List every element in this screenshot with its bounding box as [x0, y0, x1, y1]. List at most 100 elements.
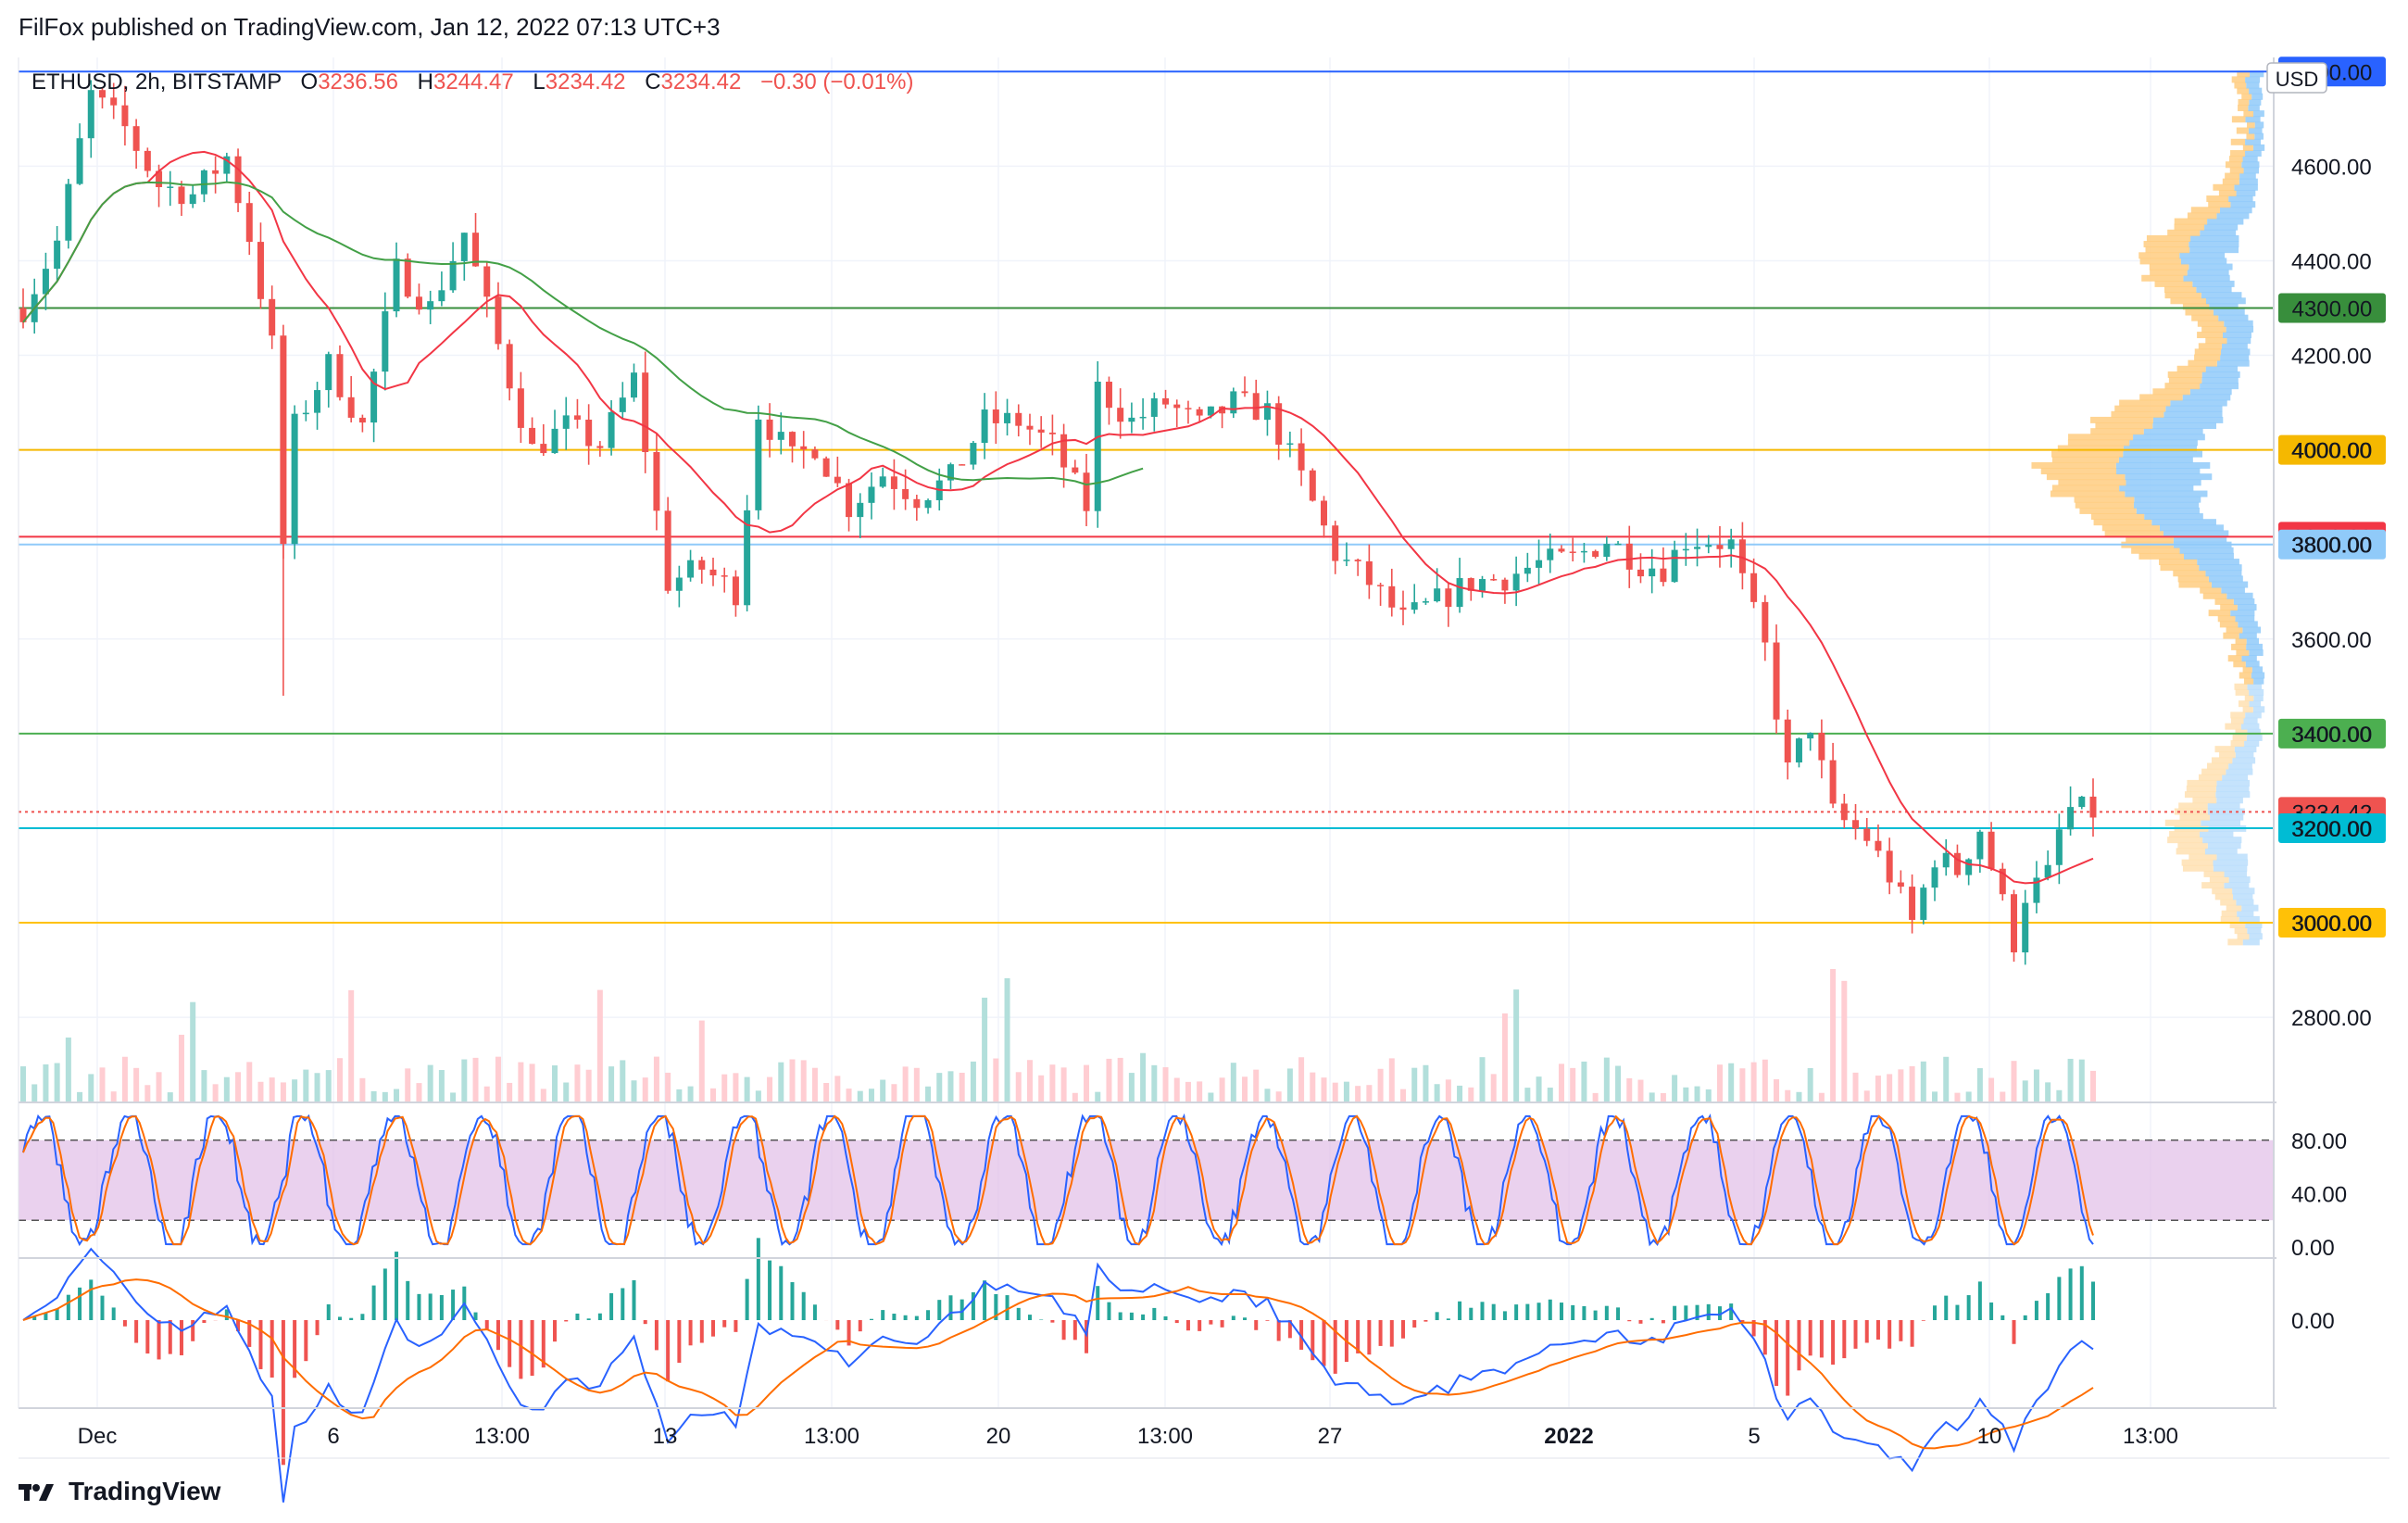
profile-bar — [2111, 410, 2164, 418]
macd-hist-bar — [406, 1280, 410, 1320]
volume-bar — [1513, 989, 1520, 1102]
profile-bar — [2237, 910, 2254, 917]
candle — [1094, 361, 1101, 528]
macd-hist-bar — [1864, 1320, 1869, 1343]
macd-hist-bar — [1299, 1320, 1304, 1350]
candle — [777, 412, 784, 455]
macd-hist-bar — [564, 1320, 569, 1322]
profile-bar — [2203, 870, 2225, 877]
candle-body — [393, 258, 400, 312]
candle-body — [2044, 864, 2051, 878]
macd-hist-bar — [1027, 1315, 1032, 1320]
volume-bar — [1536, 1076, 1542, 1102]
volume-bar — [540, 1089, 546, 1102]
horizontal-levels — [19, 70, 2274, 925]
macd-hist-bar — [1536, 1303, 1541, 1320]
profile-bar — [2227, 655, 2242, 662]
macd-hist-bar — [2091, 1281, 2095, 1320]
candle — [1784, 709, 1791, 780]
profile-bar — [2184, 552, 2234, 560]
candle-body — [1886, 850, 1893, 883]
profile-bar — [2151, 519, 2216, 526]
volume-bar — [631, 1080, 637, 1102]
macd-hist-bar — [881, 1310, 885, 1320]
candle — [234, 148, 242, 212]
candle-body — [811, 449, 819, 459]
volume-bar — [620, 1060, 626, 1102]
macd-hist-bar — [1751, 1320, 1756, 1337]
profile-bar — [2230, 201, 2256, 208]
candles[interactable] — [19, 80, 2097, 965]
profile-bar — [2178, 802, 2208, 810]
candle — [664, 497, 671, 594]
macd-hist-bar — [2046, 1292, 2051, 1320]
candle — [76, 123, 83, 185]
candle-body — [495, 296, 502, 345]
candle — [811, 446, 819, 460]
volume-bar — [1106, 1058, 1112, 1102]
macd-hist-bar — [519, 1320, 523, 1379]
volume-bar — [1603, 1057, 1610, 1102]
candle — [1241, 376, 1248, 397]
time-axis[interactable]: Dec 6 13:00 13 13:00 20 13:00 27 2022 5 10 13:00 — [78, 1424, 2178, 1449]
candle-body — [1478, 579, 1486, 591]
candle-body — [755, 419, 762, 510]
candle — [1614, 540, 1622, 546]
candle — [1682, 533, 1689, 566]
profile-bar — [2246, 132, 2255, 140]
volume-bar — [552, 1065, 558, 1102]
profile-bar — [2245, 922, 2263, 929]
candle — [1048, 414, 1056, 456]
profile-bar — [2235, 688, 2250, 696]
macd-hist-bar — [1254, 1320, 1259, 1330]
profile-bar — [2234, 927, 2248, 935]
volume-bar — [1208, 1092, 1214, 1102]
candle-body — [121, 105, 129, 127]
profile-bar — [2090, 513, 2145, 521]
candle-body — [291, 413, 298, 545]
candle-body — [1354, 560, 1361, 561]
tradingview-branding[interactable]: TradingView — [19, 1477, 220, 1506]
candle-body — [1512, 573, 1520, 591]
candle-body — [1965, 859, 1973, 875]
candle — [121, 85, 129, 146]
price-axis[interactable]: 4800.004300.004000.003816.293800.003400.… — [2278, 57, 2386, 1031]
profile-bar — [2051, 485, 2120, 492]
profile-bar — [2207, 802, 2240, 810]
candle-body — [472, 233, 480, 267]
macd-hist-bar — [621, 1288, 625, 1320]
currency-badge[interactable]: USD — [2266, 62, 2327, 94]
volume-bar — [1785, 1089, 1791, 1102]
candle — [1037, 416, 1045, 448]
profile-bar — [2232, 887, 2255, 895]
macd-hist-bar — [1921, 1320, 1925, 1321]
volume-bar — [370, 1090, 377, 1102]
candle-body — [1196, 409, 1203, 416]
candle — [2089, 778, 2097, 837]
volume-bar — [405, 1068, 411, 1102]
profile-bar — [2251, 666, 2264, 673]
volume-bar — [789, 1059, 796, 1102]
profile-bar — [2093, 519, 2152, 526]
macd-hist-bar — [688, 1320, 693, 1346]
profile-bar — [2251, 93, 2264, 100]
volume-bar — [1750, 1062, 1757, 1102]
profile-bar — [2144, 513, 2203, 521]
profile-bar — [2225, 172, 2240, 180]
candle-body — [1241, 391, 1248, 394]
macd-hist-bar — [711, 1320, 715, 1337]
profile-bar — [2207, 842, 2241, 850]
volume-bar — [483, 1086, 490, 1102]
profile-bar — [2189, 853, 2217, 861]
macd-hist-bar — [1808, 1320, 1812, 1356]
profile-bar — [2238, 98, 2250, 106]
profile-bar — [2194, 354, 2221, 361]
macd-hist-bar — [1740, 1320, 1745, 1323]
profile-bar — [2236, 189, 2256, 196]
volume-bar — [54, 1063, 60, 1102]
profile-bar — [2131, 547, 2180, 554]
candle — [1660, 547, 1667, 586]
profile-bar — [2146, 234, 2191, 242]
candle — [1569, 537, 1576, 561]
